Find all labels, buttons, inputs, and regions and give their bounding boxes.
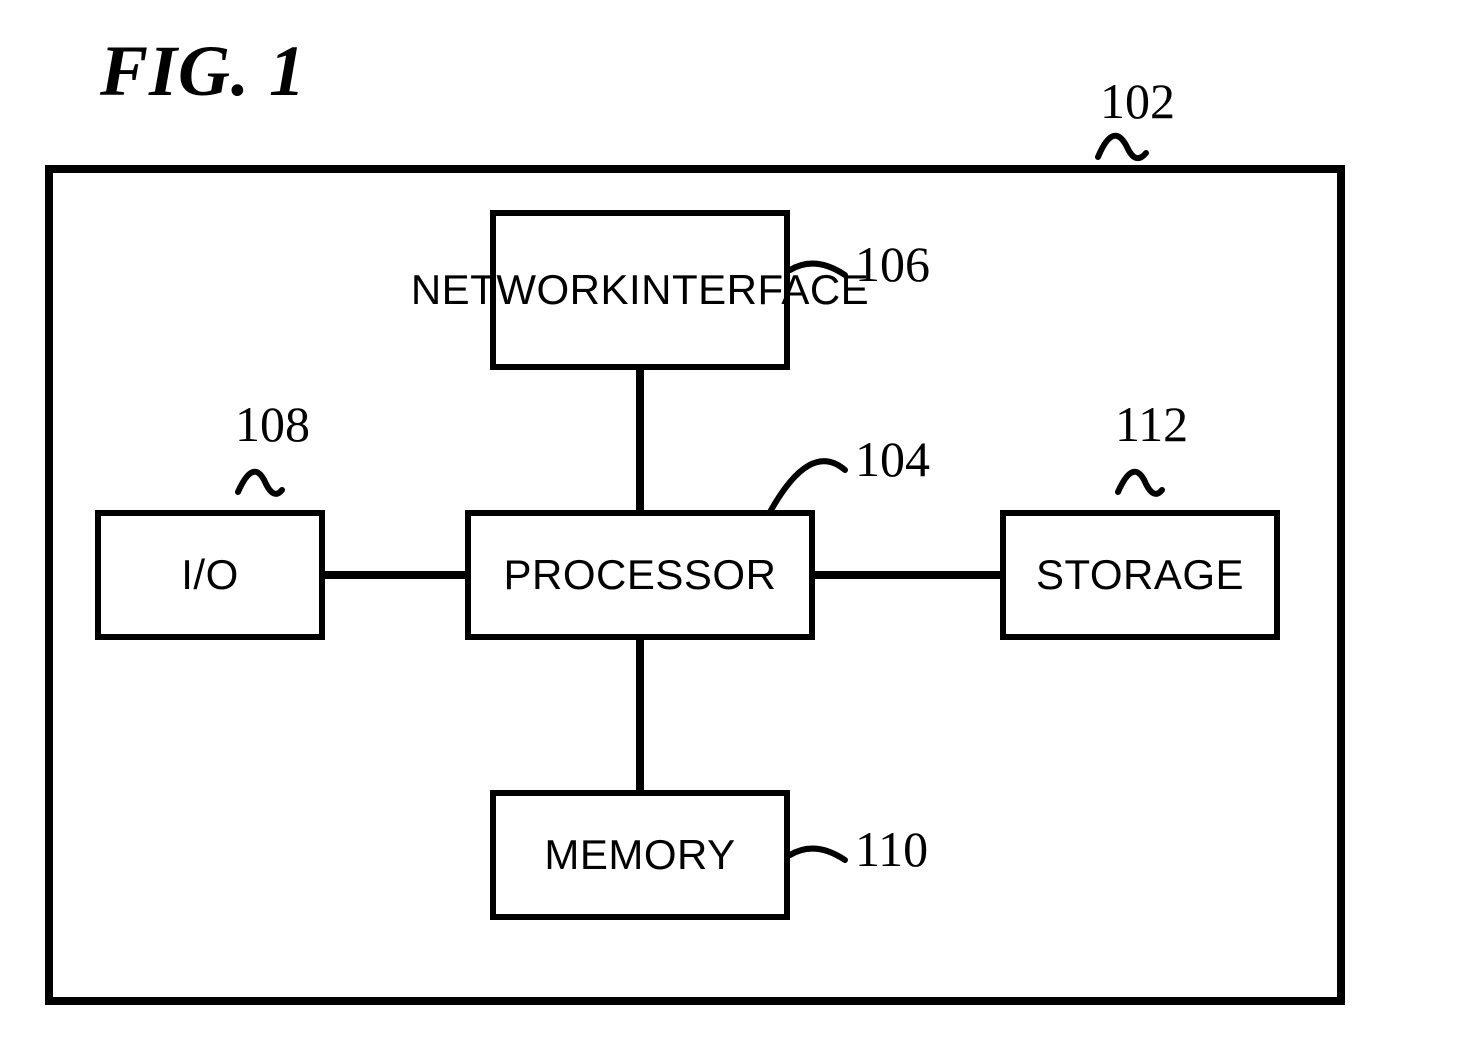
node-label-line: STORAGE <box>1036 553 1244 597</box>
ref-network-interface: 106 <box>855 235 930 293</box>
ref-memory: 110 <box>855 820 928 878</box>
node-processor: PROCESSOR <box>465 510 815 640</box>
node-io: I/O <box>95 510 325 640</box>
node-memory: MEMORY <box>490 790 790 920</box>
node-label-line: I/O <box>181 553 239 597</box>
figure-canvas: { "figure": { "title": "FIG. 1", "title_… <box>0 0 1471 1053</box>
node-network-interface: NETWORKINTERFACE <box>490 210 790 370</box>
node-label-line: MEMORY <box>544 833 735 877</box>
figure-title: FIG. 1 <box>100 30 306 113</box>
node-label-line: NETWORK <box>411 268 629 312</box>
ref-storage: 112 <box>1115 395 1188 453</box>
node-label-line: INTERFACE <box>629 268 869 312</box>
node-storage: STORAGE <box>1000 510 1280 640</box>
ref-io: 108 <box>235 395 310 453</box>
ref-system-box: 102 <box>1100 72 1175 130</box>
node-label-line: PROCESSOR <box>504 553 777 597</box>
ref-processor: 104 <box>855 430 930 488</box>
